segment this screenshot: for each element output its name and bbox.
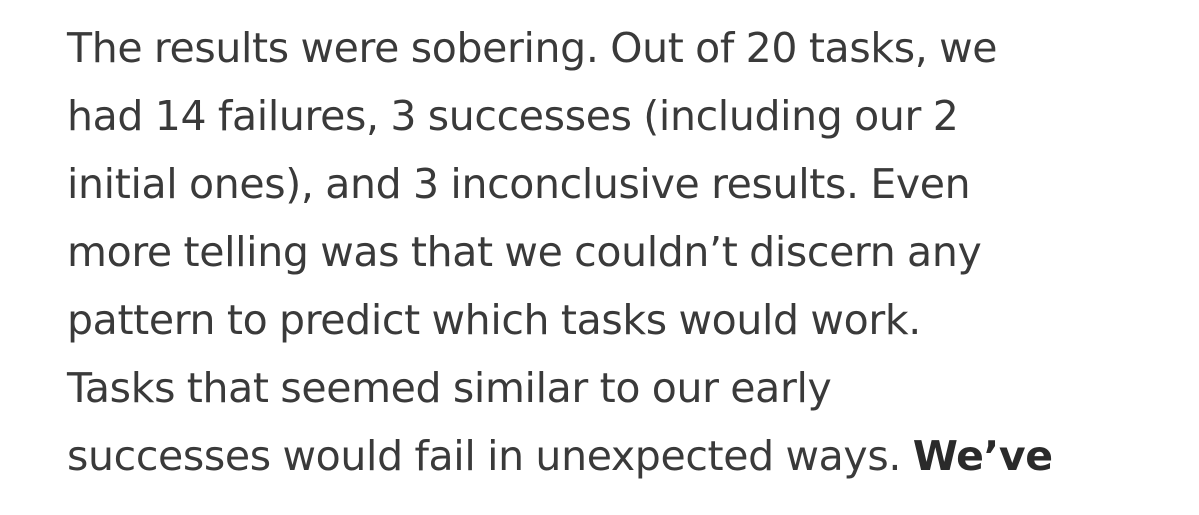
paragraph-line-6: Tasks that seemed similar to our early [67, 364, 832, 412]
paragraph-line-5: pattern to predict which tasks would wor… [67, 296, 921, 344]
paragraph-line-7: successes would fail in unexpected ways.… [67, 422, 1187, 490]
paragraph-line-1: The results were sobering. Out of 20 tas… [67, 24, 998, 72]
paragraph-line-4: more telling was that we couldn’t discer… [67, 228, 982, 276]
paragraph-line-2: had 14 failures, 3 successes (including … [67, 92, 959, 140]
article-paragraph: The results were sobering. Out of 20 tas… [67, 14, 1187, 490]
bold-emphasis-text: We’ve [912, 432, 1053, 480]
paragraph-line-3: initial ones), and 3 inconclusive result… [67, 160, 971, 208]
paragraph-line-7-text: successes would fail in unexpected ways. [67, 432, 902, 480]
